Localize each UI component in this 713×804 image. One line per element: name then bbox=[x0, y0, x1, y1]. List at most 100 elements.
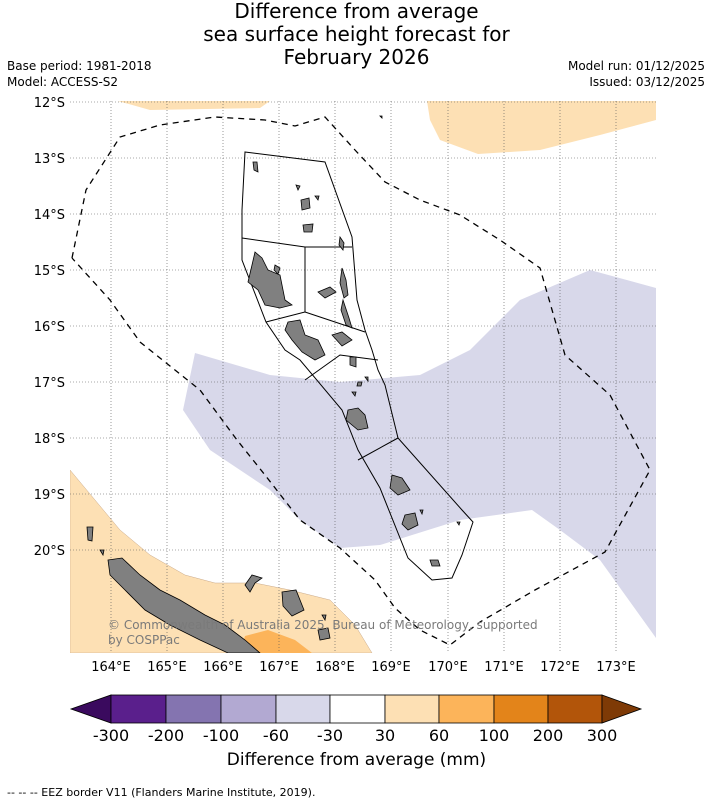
positive-anomaly-north-west bbox=[118, 101, 270, 110]
pentecost-island bbox=[339, 267, 349, 299]
province-line bbox=[241, 237, 352, 248]
small-island bbox=[356, 381, 363, 387]
province-outline bbox=[241, 151, 474, 581]
small-island bbox=[456, 521, 461, 526]
colorbar-tick-label: -100 bbox=[202, 726, 240, 745]
colorbar-segment bbox=[438, 694, 495, 724]
title-line-3: February 2026 bbox=[283, 45, 430, 69]
colorbar-segment bbox=[547, 694, 603, 724]
small-island bbox=[340, 298, 353, 329]
tanna-island bbox=[401, 512, 419, 531]
colorbar-segment bbox=[220, 694, 277, 724]
colorbar-over-extension bbox=[601, 694, 643, 724]
province-line bbox=[304, 311, 366, 333]
colorbar-tick-label: 100 bbox=[478, 726, 510, 745]
base-period: Base period: 1981-2018 bbox=[7, 59, 152, 73]
positive-anomaly-north-east bbox=[427, 101, 656, 154]
ouvea-island bbox=[244, 574, 263, 593]
lon-label: 165°E bbox=[147, 660, 187, 675]
gaua-island bbox=[300, 197, 311, 211]
small-island bbox=[419, 509, 424, 516]
small-island bbox=[364, 376, 369, 383]
colorbar-tick-label: 300 bbox=[586, 726, 618, 745]
colorbar-title: Difference from average (mm) bbox=[226, 750, 487, 770]
new-caledonia-island bbox=[107, 557, 261, 653]
vanua-lava-island bbox=[302, 223, 314, 233]
lon-label: 173°E bbox=[596, 660, 636, 675]
title-line-1: Difference from average bbox=[234, 0, 479, 23]
small-island bbox=[321, 614, 327, 622]
small-island bbox=[99, 549, 105, 557]
efate-island bbox=[345, 407, 369, 431]
run-info: Model run: 01/12/2025 Issued: 03/12/2025 bbox=[568, 58, 705, 90]
colorbar-segment bbox=[329, 694, 386, 724]
model-info: Base period: 1981-2018 Model: ACCESS-S2 bbox=[7, 58, 152, 90]
colorbar-tick-label: 200 bbox=[532, 726, 564, 745]
aneityum-island bbox=[429, 559, 441, 567]
lat-label: 13°S bbox=[34, 152, 65, 167]
lon-axis-labels: 164°E 165°E 166°E 167°E 168°E 169°E 170°… bbox=[91, 660, 636, 675]
lat-label: 17°S bbox=[34, 376, 65, 391]
colorbar-segment bbox=[110, 694, 167, 724]
title-line-2: sea surface height forecast for bbox=[203, 22, 510, 46]
lon-label: 168°E bbox=[315, 660, 355, 675]
lat-label: 14°S bbox=[34, 208, 65, 223]
small-island bbox=[351, 391, 357, 397]
lon-label: 167°E bbox=[259, 660, 299, 675]
lat-label: 12°S bbox=[34, 96, 65, 111]
colorbar-tick-label: 60 bbox=[428, 726, 450, 745]
model-name: Model: ACCESS-S2 bbox=[7, 75, 119, 89]
copyright-text: © Commonwealth of Australia 2025, Bureau… bbox=[108, 618, 538, 632]
map-area: © Commonwealth of Australia 2025, Bureau… bbox=[70, 101, 656, 653]
lat-label: 20°S bbox=[34, 544, 65, 559]
torres-island bbox=[252, 161, 259, 173]
colorbar-segment bbox=[275, 694, 331, 724]
map-title: Difference from average sea surface heig… bbox=[0, 0, 713, 69]
colorbar-segment bbox=[384, 694, 440, 724]
small-island bbox=[379, 115, 383, 119]
erromango-island bbox=[389, 474, 411, 496]
lat-label: 15°S bbox=[34, 264, 65, 279]
colorbar-under-extension bbox=[69, 694, 112, 724]
epi-island bbox=[349, 356, 357, 368]
maewo-island bbox=[338, 235, 345, 251]
province-line bbox=[304, 354, 379, 381]
copyright-text-2: by COSPPac bbox=[108, 633, 180, 647]
colorbar-tick-label: -60 bbox=[262, 726, 290, 745]
colorbar-segment bbox=[165, 694, 222, 724]
colorbar-segment bbox=[493, 694, 549, 724]
province-boundaries bbox=[241, 151, 474, 581]
small-island bbox=[314, 195, 320, 201]
lat-label: 19°S bbox=[34, 488, 65, 503]
espiritu-santo-island bbox=[247, 251, 293, 309]
footer-note: -- -- -- EEZ border V11 (Flanders Marine… bbox=[7, 786, 316, 799]
lon-label: 172°E bbox=[540, 660, 580, 675]
lat-axis-labels: 12°S 13°S 14°S 15°S 16°S 17°S 18°S 19°S … bbox=[34, 96, 65, 559]
positive-anomaly-60-100 bbox=[240, 630, 312, 653]
issued-date: Issued: 03/12/2025 bbox=[589, 75, 705, 89]
model-run: Model run: 01/12/2025 bbox=[567, 59, 705, 73]
colorbar-tick-label: -200 bbox=[147, 726, 185, 745]
colorbar-tick-label: -300 bbox=[92, 726, 130, 745]
province-line bbox=[357, 437, 399, 461]
colorbar bbox=[69, 694, 643, 724]
lon-label: 169°E bbox=[371, 660, 411, 675]
mare-island bbox=[317, 627, 331, 641]
lon-label: 171°E bbox=[484, 660, 524, 675]
lon-label: 170°E bbox=[428, 660, 468, 675]
malekula-island bbox=[284, 319, 326, 361]
belep-island bbox=[86, 526, 94, 542]
islands bbox=[86, 115, 461, 653]
small-island bbox=[273, 264, 281, 275]
small-island bbox=[295, 184, 301, 191]
lon-label: 166°E bbox=[203, 660, 243, 675]
colorbar-tick-label: 30 bbox=[374, 726, 396, 745]
colorbar-tick-label: -30 bbox=[316, 726, 344, 745]
lat-label: 16°S bbox=[34, 320, 65, 335]
lifou-island bbox=[281, 589, 305, 617]
lon-label: 164°E bbox=[91, 660, 131, 675]
lat-label: 18°S bbox=[34, 432, 65, 447]
negative-anomaly-band bbox=[183, 270, 656, 638]
ambae-island bbox=[317, 286, 337, 299]
